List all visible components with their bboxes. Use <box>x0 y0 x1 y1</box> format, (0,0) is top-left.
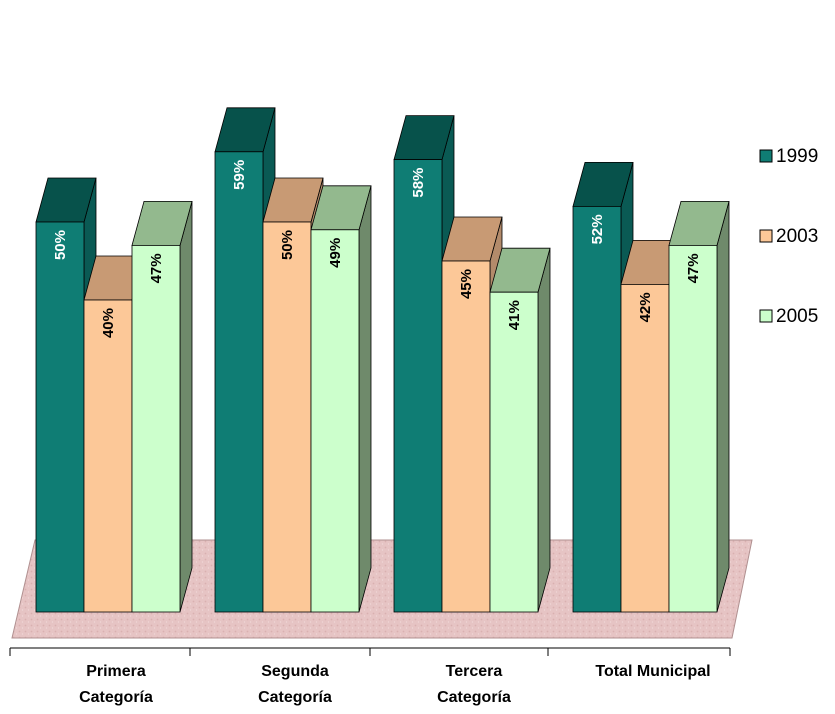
category-label: Primera Categoría <box>79 663 153 706</box>
bar-value-label: 52% <box>589 214 606 244</box>
bar-2005-2: 41% <box>489 247 551 613</box>
bar-value-label: 49% <box>327 238 344 268</box>
bar-front <box>572 205 622 613</box>
bar-front <box>620 283 670 613</box>
bar-front <box>310 229 360 613</box>
bar-side <box>358 185 372 613</box>
category-label: Tercera Categoría <box>437 663 511 706</box>
bar-side <box>537 248 551 613</box>
bar-front <box>214 151 264 613</box>
bar-front <box>441 260 491 613</box>
bar-value-label: 42% <box>637 292 654 322</box>
bar-value-label: 40% <box>100 308 117 338</box>
bar-value-label: 59% <box>231 160 248 190</box>
bar-front <box>393 159 443 613</box>
bars-group: 50% 40% 47% 59% 50% 49% 58% 45% 41% 52% 42% 47% <box>35 107 730 613</box>
legend-swatch-2005 <box>759 309 773 323</box>
legend-label-1999: 1999 <box>776 146 818 167</box>
bar-value-label: 50% <box>279 230 296 260</box>
bar-front <box>131 244 181 613</box>
legend: 1999 2003 2005 <box>759 146 818 327</box>
category-label: Total Municipal <box>595 663 710 680</box>
bar-front <box>668 244 718 613</box>
bar-2005-3: 47% <box>668 200 730 613</box>
bar-front <box>262 221 312 613</box>
bar-value-label: 47% <box>148 253 165 283</box>
bar-2005-1: 49% <box>310 185 372 613</box>
bar-front <box>489 291 539 613</box>
bar-front <box>83 299 133 613</box>
bar-value-label: 58% <box>410 168 427 198</box>
bar-value-label: 50% <box>52 230 69 260</box>
legend-swatch-1999 <box>759 149 773 163</box>
bar-value-label: 45% <box>458 269 475 299</box>
bar-front <box>35 221 85 613</box>
legend-label-2005: 2005 <box>776 306 818 327</box>
category-label: Segunda Categoría <box>258 663 332 706</box>
x-axis <box>9 647 731 656</box>
bar-side <box>716 201 730 613</box>
category-labels: Primera Categoría Segunda Categoría Tercera C… <box>79 663 711 706</box>
bar-side <box>179 201 193 613</box>
chart-floor <box>11 539 753 639</box>
legend-swatch-2003 <box>759 229 773 243</box>
bar-2005-0: 47% <box>131 200 193 613</box>
bar-value-label: 41% <box>506 300 523 330</box>
legend-label-2003: 2003 <box>776 226 818 247</box>
bar-value-label: 47% <box>685 253 702 283</box>
